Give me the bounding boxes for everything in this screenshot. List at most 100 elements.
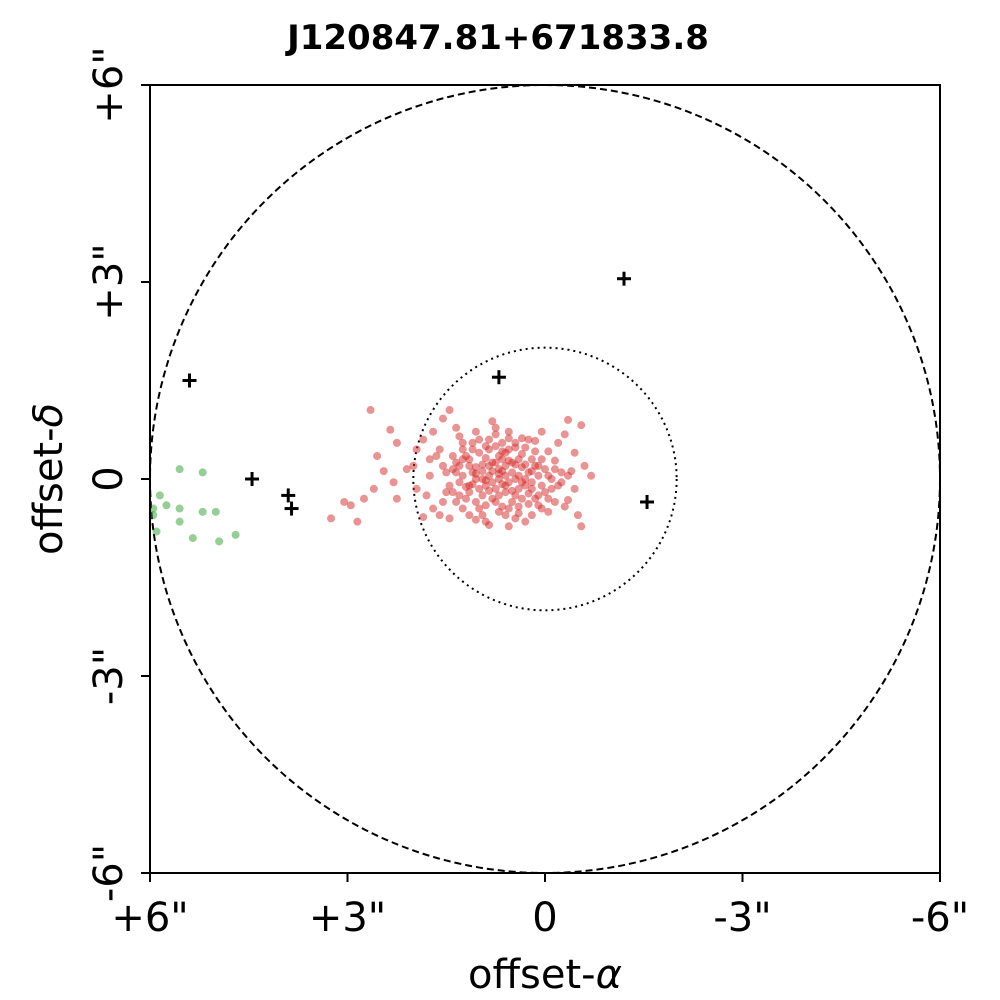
red-point (488, 458, 497, 467)
red-point (550, 497, 559, 506)
red-point (455, 478, 464, 487)
red-point (564, 415, 573, 424)
red-point (517, 494, 526, 503)
green-point (162, 501, 171, 510)
red-point (501, 448, 510, 457)
green-point (175, 465, 184, 474)
red-point (438, 497, 447, 506)
red-point (379, 467, 388, 476)
red-point (494, 491, 503, 500)
red-point (498, 502, 507, 511)
green-point (188, 534, 197, 543)
red-point (353, 517, 362, 526)
plus-marker (245, 472, 260, 486)
y-axis-label: offset-δ (26, 403, 72, 555)
red-point (442, 488, 451, 497)
red-point (527, 455, 536, 464)
red-point (448, 452, 457, 461)
red-point (508, 468, 517, 477)
y-tick-label: +3" (86, 243, 132, 320)
red-point (432, 452, 441, 461)
red-point (369, 484, 378, 493)
red-point (458, 455, 467, 464)
red-point (409, 461, 418, 470)
red-point (501, 461, 510, 470)
red-point (340, 497, 349, 506)
red-point (429, 427, 438, 436)
red-point (471, 515, 480, 524)
red-point (452, 423, 461, 432)
red-point (488, 417, 497, 426)
red-point (557, 468, 566, 477)
red-point (475, 484, 484, 493)
red-point (504, 434, 513, 443)
red-point (481, 517, 490, 526)
green-point (175, 517, 184, 526)
green-point (198, 468, 207, 477)
green-point (175, 504, 184, 513)
green-point (211, 507, 220, 516)
red-point (448, 465, 457, 474)
red-point (494, 452, 503, 461)
red-point (429, 504, 438, 513)
red-point (550, 465, 559, 474)
plus-marker (491, 370, 506, 385)
red-point (534, 471, 543, 480)
red-point (468, 438, 477, 447)
red-point (478, 511, 487, 520)
red-point (452, 497, 461, 506)
red-point (504, 522, 513, 531)
red-point (527, 478, 536, 487)
red-point (531, 494, 540, 503)
red-point (514, 509, 523, 518)
red-point (560, 502, 569, 511)
red-point (445, 406, 454, 415)
red-point (547, 484, 556, 493)
red-point (438, 461, 447, 470)
plot-area (150, 85, 940, 873)
red-point (485, 486, 494, 495)
red-point (501, 488, 510, 497)
red-point (422, 491, 431, 500)
red-point (458, 438, 467, 447)
red-point (544, 471, 553, 480)
red-point (498, 480, 507, 489)
red-point (580, 461, 589, 470)
red-point (494, 469, 503, 478)
red-point (550, 456, 559, 465)
red-point (458, 471, 467, 480)
red-point (475, 504, 484, 513)
red-point (435, 511, 444, 520)
red-point (327, 514, 336, 523)
red-point (511, 491, 520, 500)
green-point (231, 530, 240, 539)
plus-marker (284, 501, 299, 516)
inner-dotted-circle (412, 346, 678, 612)
red-point (386, 425, 395, 434)
red-point (346, 501, 355, 510)
red-point (541, 488, 549, 497)
green-point (198, 507, 207, 516)
plus-marker (281, 488, 296, 503)
red-point (537, 455, 546, 464)
red-point (445, 481, 454, 490)
red-point (389, 478, 398, 487)
red-point (373, 452, 382, 461)
red-point (508, 497, 517, 506)
red-point (455, 491, 464, 500)
red-point (514, 484, 523, 493)
red-point (531, 447, 540, 456)
red-point (438, 414, 447, 423)
red-point (504, 504, 513, 513)
red-point (465, 461, 474, 470)
green-point (155, 491, 164, 500)
x-axis-label: offset-α (468, 952, 622, 998)
red-point (392, 438, 401, 447)
y-tick-label: -6" (86, 844, 132, 902)
red-point (554, 438, 563, 447)
red-point (537, 504, 546, 513)
x-axis: +6" +3" 0 -3" -6" (111, 873, 969, 941)
red-point (570, 448, 579, 457)
red-point (514, 455, 523, 464)
